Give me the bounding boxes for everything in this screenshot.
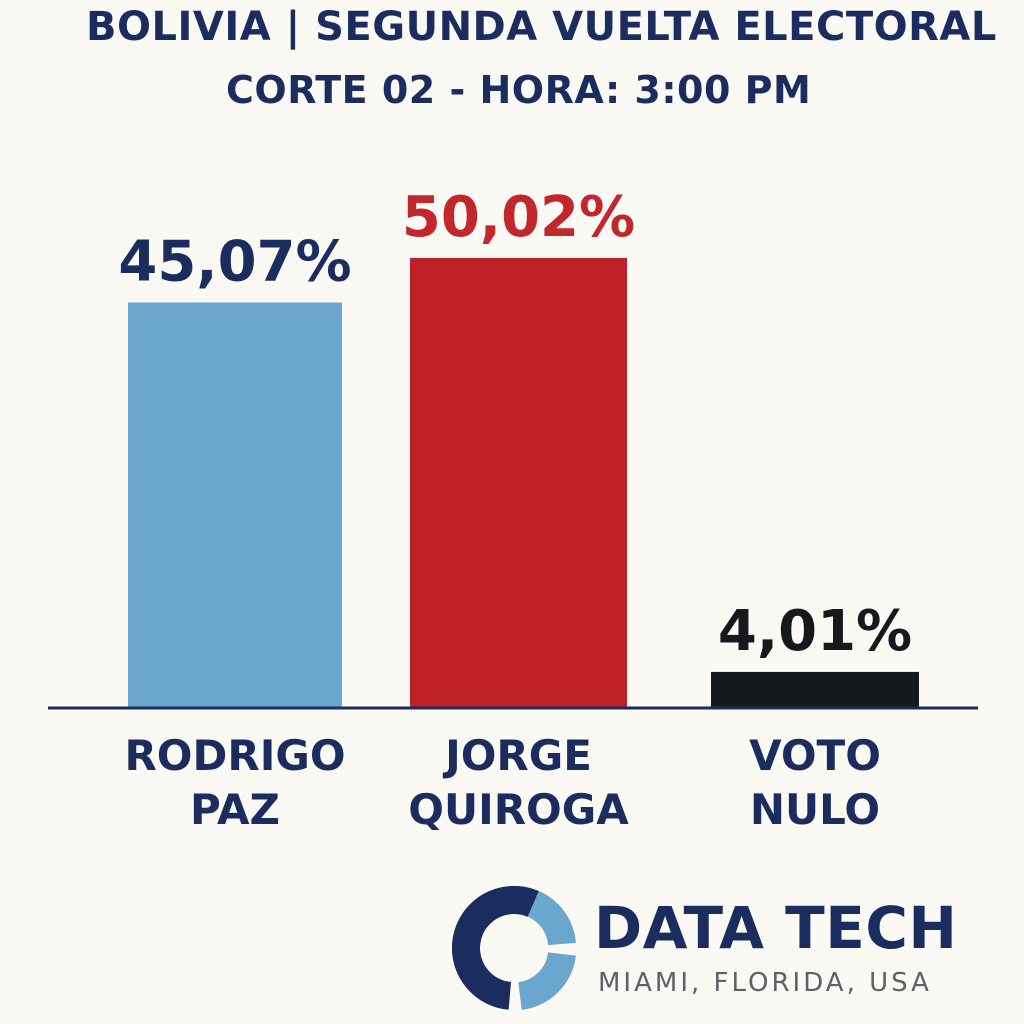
- category-label-1-1: QUIROGA: [408, 785, 629, 834]
- category-label-0-0: RODRIGO: [124, 731, 345, 780]
- page-subtitle: CORTE 02 - HORA: 3:00 PM: [226, 68, 812, 112]
- bar-1: [410, 258, 627, 708]
- bar-2: [711, 671, 919, 708]
- page-title: BOLIVIA | SEGUNDA VUELTA ELECTORAL: [86, 4, 997, 50]
- brand-name: DATA TECH: [594, 894, 958, 962]
- ring-logo-icon: [452, 886, 576, 1010]
- category-label-2-0: VOTO: [749, 731, 881, 780]
- category-label-1-0: JORGE: [442, 731, 592, 780]
- value-label-1: 50,02%: [402, 185, 635, 250]
- category-label-2-1: NULO: [750, 785, 880, 834]
- value-label-2: 4,01%: [718, 599, 912, 664]
- brand-location: MIAMI, FLORIDA, USA: [598, 968, 932, 998]
- value-label-0: 45,07%: [118, 230, 351, 295]
- category-label-0-1: PAZ: [190, 785, 280, 834]
- brand-block: DATA TECH MIAMI, FLORIDA, USA: [448, 880, 1008, 1010]
- bar-0: [128, 302, 342, 708]
